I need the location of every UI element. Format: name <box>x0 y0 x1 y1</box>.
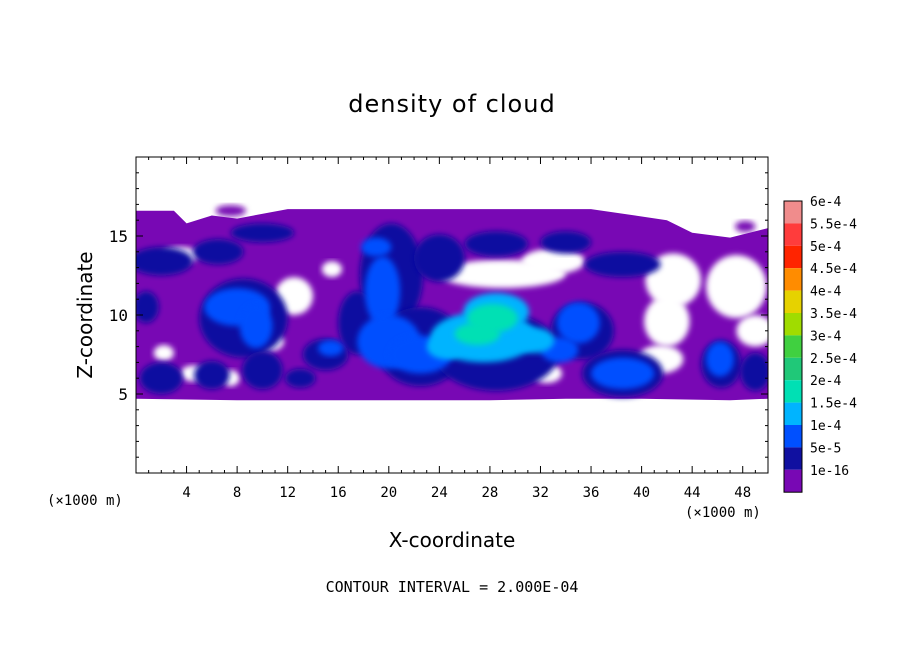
colorbar-swatch <box>784 380 802 403</box>
cloud-gap <box>521 248 585 274</box>
contour-region-5e-5 <box>136 291 159 323</box>
cloud-fragment <box>215 205 246 217</box>
colorbar-label: 3e-4 <box>810 329 841 344</box>
contour-region-5e-5 <box>139 362 183 395</box>
colorbar-label: 2.5e-4 <box>810 352 857 367</box>
contour-interval-note: CONTOUR INTERVAL = 2.000E-04 <box>326 578 579 596</box>
x-tick-label: 4 <box>182 485 190 501</box>
colorbar-label: 5.5e-4 <box>810 217 857 232</box>
colorbar-swatch <box>784 223 802 246</box>
density-field <box>136 205 768 401</box>
contour-region-2e-4 <box>454 322 501 346</box>
contour-region-1.5e-4 <box>513 327 555 353</box>
x-tick-label: 32 <box>532 485 549 501</box>
contour-region-5e-5 <box>230 223 294 243</box>
contour-region-1e-4 <box>239 303 273 349</box>
colorbar-label: 6e-4 <box>810 195 841 210</box>
colorbar-swatch <box>784 469 802 493</box>
contour-region-5e-5 <box>194 360 230 390</box>
colorbar-label: 1e-16 <box>810 464 849 479</box>
x-tick-label: 12 <box>279 485 296 501</box>
contour-region-5e-5 <box>242 351 283 390</box>
x-tick-label: 44 <box>684 485 701 501</box>
x-tick-label: 16 <box>330 485 347 501</box>
colorbar-label: 3.5e-4 <box>810 307 857 322</box>
colorbar-swatch <box>784 313 802 336</box>
y-tick-label: 10 <box>109 306 128 325</box>
x-tick-label: 28 <box>481 485 498 501</box>
y-axis-label: Z-coordinate <box>73 251 97 378</box>
contour-region-5e-5 <box>414 234 465 282</box>
x-unit-left: (×1000 m) <box>47 493 123 509</box>
colorbar-swatch <box>784 201 802 224</box>
contour-region-5e-5 <box>136 247 193 276</box>
plot-area <box>136 157 768 473</box>
chart-title: density of cloud <box>348 90 555 118</box>
y-axis: 5 10 15 <box>109 172 768 458</box>
colorbar-frame <box>783 200 803 493</box>
contour-region-1e-4 <box>318 340 344 357</box>
contour-region-1e-4 <box>360 237 392 257</box>
colorbar-label: 4e-4 <box>810 285 841 300</box>
x-tick-label: 40 <box>633 485 650 501</box>
colorbar-label: 1e-4 <box>810 419 841 434</box>
contour-region-5e-5 <box>740 352 768 391</box>
cloud-fragment <box>735 220 756 233</box>
colorbar-swatch <box>784 245 802 269</box>
x-tick-label: 36 <box>583 485 600 501</box>
colorbar-label: 5e-5 <box>810 441 841 456</box>
x-tick-label: 48 <box>734 485 751 501</box>
cloud-gap <box>706 254 767 319</box>
cloud-gap <box>736 315 768 347</box>
colorbar-swatch <box>784 290 802 313</box>
contour-region-1e-4 <box>364 256 401 327</box>
contour-region-1e-4 <box>591 357 655 390</box>
y-tick-label: 5 <box>118 385 128 404</box>
colorbar-swatch <box>784 357 802 381</box>
colorbar-label: 1.5e-4 <box>810 397 857 412</box>
x-axis-label: X-coordinate <box>389 528 516 552</box>
x-axis: 4 8 12 16 20 24 28 32 36 40 44 48 <box>148 157 756 501</box>
y-tick-label: 15 <box>109 227 128 246</box>
contour-region-1.5e-4 <box>426 333 465 360</box>
contour-region-5e-5 <box>464 231 528 257</box>
colorbar-label: 4.5e-4 <box>810 262 857 277</box>
contour-region-5e-5 <box>192 239 244 265</box>
x-tick-label: 8 <box>233 485 241 501</box>
cloud-gap <box>321 261 343 278</box>
colorbar-swatch <box>784 335 802 358</box>
contour-region-5e-5 <box>285 368 316 388</box>
contour-region-1e-4 <box>556 302 600 344</box>
colorbar-swatch <box>784 425 802 448</box>
contour-region-5e-5 <box>540 231 592 254</box>
colorbar: 6e-4 5.5e-4 5e-4 4.5e-4 4e-4 3.5e-4 3e-4 2.5e-4… <box>783 195 857 493</box>
cloud-gap <box>644 296 690 347</box>
cloud-gap <box>153 345 174 361</box>
contour-region-1e-4 <box>706 341 734 377</box>
contour-region-5e-5 <box>584 251 661 278</box>
x-unit-right: (×1000 m) <box>685 505 761 521</box>
x-tick-label: 24 <box>431 485 448 501</box>
x-tick-label: 20 <box>380 485 397 501</box>
colorbar-label: 5e-4 <box>810 240 841 255</box>
colorbar-label: 2e-4 <box>810 374 841 389</box>
colorbar-swatch <box>784 447 802 470</box>
colorbar-swatch <box>784 402 802 425</box>
colorbar-swatch <box>784 268 802 291</box>
